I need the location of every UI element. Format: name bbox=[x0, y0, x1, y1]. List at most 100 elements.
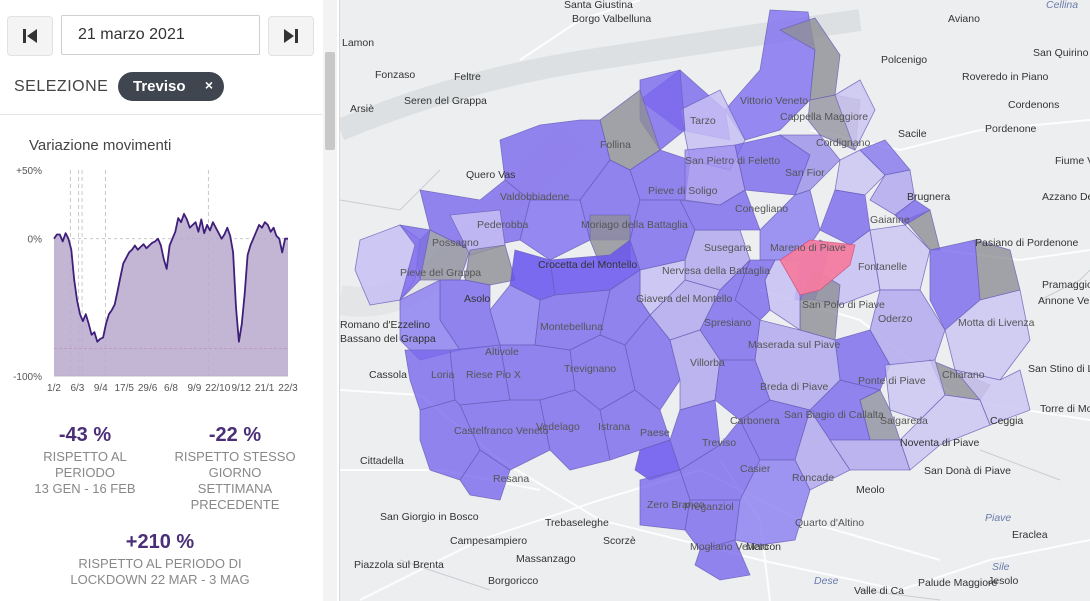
comune-area[interactable] bbox=[519, 199, 591, 261]
place-label: Brugnera bbox=[907, 191, 950, 203]
selection-chip: Treviso × bbox=[118, 72, 224, 101]
place-label: Quarto d'Altino bbox=[795, 517, 864, 529]
comune-area[interactable] bbox=[464, 244, 516, 286]
stat-period: -43 % RISPETTO AL PERIODO 13 GEN - 16 FE… bbox=[20, 423, 150, 497]
x-tick-label: 9/12 bbox=[231, 383, 251, 394]
place-label: Villorba bbox=[690, 357, 725, 369]
place-label: Aviano bbox=[948, 13, 980, 25]
map-canvas[interactable]: Santa Giustina Borgo Valbelluna Aviano C… bbox=[340, 0, 1090, 601]
place-label: Vedelago bbox=[536, 421, 580, 433]
place-label: Salgareda bbox=[880, 415, 928, 427]
place-label: Cordignano bbox=[816, 137, 870, 149]
place-label: Breda di Piave bbox=[760, 381, 828, 393]
place-label: Lamon bbox=[342, 37, 374, 49]
stat-week: -22 % RISPETTO STESSO GIORNO SETTIMANA P… bbox=[170, 423, 300, 513]
place-label: Maserada sul Piave bbox=[748, 339, 840, 351]
x-tick-label: 22/10 bbox=[205, 383, 230, 394]
place-label: Annone Veneto bbox=[1038, 295, 1090, 307]
place-label: Possagno bbox=[432, 237, 479, 249]
map[interactable]: Santa Giustina Borgo Valbelluna Aviano C… bbox=[340, 0, 1090, 601]
stat-week-line2: GIORNO bbox=[208, 465, 262, 480]
stat-period-line2: PERIODO bbox=[55, 465, 115, 480]
x-tick-label: 1/2 bbox=[47, 383, 61, 394]
comune-area[interactable] bbox=[819, 189, 871, 246]
place-label: Jesolo bbox=[988, 575, 1019, 587]
place-label: Polcenigo bbox=[881, 54, 927, 66]
place-label: Montebelluna bbox=[540, 321, 603, 333]
previous-date-button[interactable] bbox=[7, 16, 53, 56]
comuni-layer bbox=[354, 9, 1031, 581]
comune-area[interactable] bbox=[399, 224, 431, 302]
place-label: Vittorio Veneto bbox=[740, 95, 808, 107]
comune-area[interactable] bbox=[834, 79, 876, 152]
comune-area[interactable] bbox=[459, 449, 511, 501]
minor-roads bbox=[340, 169, 1090, 601]
divider bbox=[0, 114, 322, 115]
comune-area[interactable] bbox=[869, 224, 931, 291]
x-tick-label: 22/3 bbox=[278, 383, 298, 394]
selection-label: SELEZIONE bbox=[14, 78, 109, 95]
place-label: Istrana bbox=[598, 421, 630, 433]
next-date-button[interactable] bbox=[268, 16, 314, 56]
place-label: Ponte di Piave bbox=[858, 375, 926, 387]
place-label: Pederobba bbox=[477, 219, 529, 231]
y-tick-label: 0% bbox=[28, 235, 43, 246]
place-label: Azzano Decimo bbox=[1042, 191, 1090, 203]
place-label: Cellina bbox=[1046, 0, 1078, 11]
place-label: Pieve del Grappa bbox=[400, 267, 481, 279]
stat-period-value: -43 % bbox=[58, 424, 112, 446]
skip-back-icon bbox=[23, 29, 37, 43]
place-label: Valdobbiadene bbox=[500, 191, 569, 203]
place-label: Roncade bbox=[792, 472, 834, 484]
place-label: Zero Branco bbox=[647, 499, 705, 511]
comune-selected-treviso[interactable] bbox=[779, 239, 856, 296]
stat-week-line4: PRECEDENTE bbox=[190, 497, 280, 512]
x-tick-label: 9/9 bbox=[187, 383, 201, 394]
place-label: Gaiarine bbox=[870, 214, 910, 226]
stat-period-line3: 13 GEN - 16 FEB bbox=[34, 481, 136, 496]
chart-title: Variazione movimenti bbox=[29, 137, 172, 154]
place-label: Cittadella bbox=[360, 455, 404, 467]
comune-area[interactable] bbox=[694, 539, 751, 581]
place-label: Trebaseleghe bbox=[545, 517, 609, 529]
place-label: Susegana bbox=[704, 242, 751, 254]
place-label: Piave bbox=[985, 512, 1011, 524]
place-label: Fonzaso bbox=[375, 69, 415, 81]
place-label: Motta di Livenza bbox=[958, 317, 1035, 329]
place-labels: Santa Giustina Borgo Valbelluna Aviano C… bbox=[340, 0, 1090, 597]
date-field[interactable]: 21 marzo 2021 bbox=[61, 15, 260, 55]
place-label: San Quirino bbox=[1033, 47, 1089, 59]
place-label: Massanzago bbox=[516, 553, 576, 565]
place-label: Quero Vas bbox=[466, 169, 515, 181]
place-label: Cassola bbox=[369, 369, 407, 381]
stat-lockdown: +210 % RISPETTO AL PERIODO DI LOCKDOWN 2… bbox=[40, 530, 280, 588]
place-label: Carbonera bbox=[730, 415, 780, 427]
scrollbar-track[interactable] bbox=[323, 0, 337, 601]
y-tick-label: +50% bbox=[16, 166, 42, 177]
place-label: Sile bbox=[992, 561, 1010, 573]
place-label: San Giorgio in Bosco bbox=[380, 511, 479, 523]
comune-area[interactable] bbox=[899, 394, 991, 471]
place-label: San Biagio di Callalta bbox=[784, 409, 884, 421]
comune-area[interactable] bbox=[894, 199, 931, 226]
place-label: Trevignano bbox=[564, 363, 616, 375]
place-label: Castelfranco Veneto bbox=[454, 425, 549, 437]
place-label: Pasiano di Pordenone bbox=[975, 237, 1078, 249]
x-tick-label: 6/8 bbox=[164, 383, 178, 394]
place-label: Torre di Mosto bbox=[1040, 403, 1090, 415]
comune-area[interactable] bbox=[834, 149, 886, 196]
place-label: Romano d'Ezzelino bbox=[340, 319, 430, 331]
place-label: Piazzola sul Brenta bbox=[354, 559, 444, 571]
place-label: Sacile bbox=[898, 128, 927, 140]
scrollbar-thumb[interactable] bbox=[325, 52, 335, 150]
place-label: Casier bbox=[740, 463, 771, 475]
x-tick-label: 21/1 bbox=[255, 383, 275, 394]
close-icon[interactable]: × bbox=[204, 77, 213, 93]
place-label: Loria bbox=[431, 369, 455, 381]
skip-forward-icon bbox=[284, 29, 298, 43]
place-label: Dese bbox=[814, 575, 839, 587]
place-label: Pieve di Soligo bbox=[648, 185, 718, 197]
place-label: Resana bbox=[493, 473, 529, 485]
comune-area[interactable] bbox=[734, 459, 811, 546]
place-label: Giavera del Montello bbox=[636, 293, 732, 305]
